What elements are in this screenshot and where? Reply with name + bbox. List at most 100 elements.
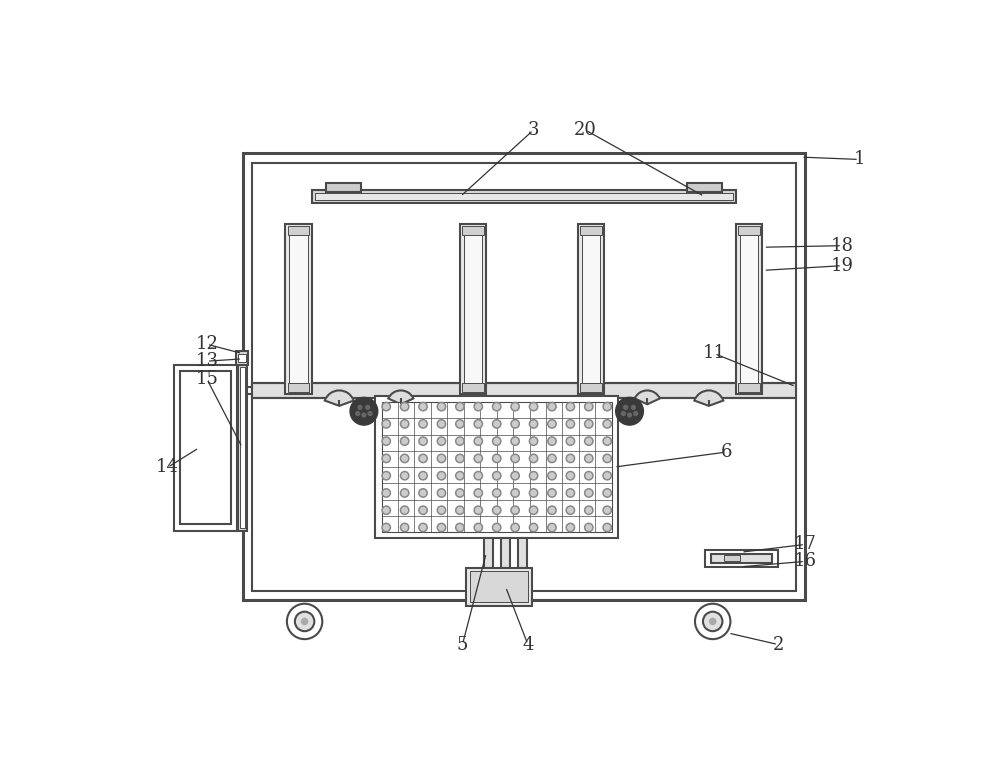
Text: 16: 16	[794, 552, 817, 571]
Circle shape	[456, 419, 464, 428]
Circle shape	[585, 471, 593, 480]
Circle shape	[420, 490, 426, 496]
Circle shape	[402, 490, 407, 496]
Circle shape	[456, 489, 464, 497]
Circle shape	[457, 404, 463, 410]
Circle shape	[400, 489, 409, 497]
Circle shape	[474, 506, 483, 514]
Circle shape	[456, 437, 464, 445]
Circle shape	[549, 490, 555, 496]
Bar	[382, 402, 612, 532]
Circle shape	[439, 525, 444, 530]
Circle shape	[512, 439, 518, 444]
Circle shape	[439, 473, 444, 478]
Circle shape	[586, 421, 591, 426]
Circle shape	[585, 506, 593, 514]
Circle shape	[457, 421, 463, 426]
Text: 18: 18	[831, 237, 854, 254]
Circle shape	[419, 471, 427, 480]
Circle shape	[531, 525, 536, 530]
Circle shape	[529, 403, 538, 411]
Circle shape	[382, 489, 390, 497]
Circle shape	[531, 490, 536, 496]
Circle shape	[474, 437, 483, 445]
Circle shape	[512, 473, 518, 478]
Circle shape	[400, 506, 409, 514]
Circle shape	[585, 419, 593, 428]
Circle shape	[456, 471, 464, 480]
Circle shape	[531, 421, 536, 426]
Circle shape	[368, 412, 372, 416]
Bar	[724, 555, 740, 562]
Circle shape	[402, 473, 407, 478]
Circle shape	[529, 454, 538, 463]
Circle shape	[549, 404, 555, 410]
Circle shape	[494, 507, 499, 513]
Circle shape	[568, 525, 573, 530]
Wedge shape	[388, 390, 413, 404]
Text: 2: 2	[772, 636, 784, 653]
Circle shape	[474, 419, 483, 428]
Circle shape	[492, 419, 501, 428]
Bar	[462, 383, 484, 392]
Circle shape	[474, 471, 483, 480]
Circle shape	[382, 523, 390, 532]
Circle shape	[603, 506, 611, 514]
Circle shape	[566, 471, 575, 480]
Circle shape	[549, 507, 555, 513]
Circle shape	[439, 490, 444, 496]
Wedge shape	[325, 390, 354, 406]
Circle shape	[529, 489, 538, 497]
Circle shape	[566, 523, 575, 532]
Text: 12: 12	[195, 335, 218, 353]
Circle shape	[474, 523, 483, 532]
Circle shape	[494, 455, 499, 461]
Circle shape	[492, 489, 501, 497]
Bar	[466, 568, 532, 606]
Circle shape	[548, 419, 556, 428]
Circle shape	[605, 404, 610, 410]
Circle shape	[511, 454, 519, 463]
Bar	[236, 351, 248, 365]
Circle shape	[616, 397, 643, 425]
Bar	[238, 365, 247, 530]
Circle shape	[419, 454, 427, 463]
Circle shape	[548, 506, 556, 514]
Circle shape	[420, 421, 426, 426]
Circle shape	[603, 454, 611, 463]
Circle shape	[586, 490, 591, 496]
Bar	[462, 225, 484, 235]
Circle shape	[512, 490, 518, 496]
Circle shape	[402, 525, 407, 530]
Circle shape	[384, 439, 389, 444]
Bar	[711, 554, 772, 563]
Circle shape	[494, 473, 499, 478]
Circle shape	[420, 439, 426, 444]
Bar	[289, 227, 308, 390]
Circle shape	[529, 506, 538, 514]
Bar	[238, 354, 246, 362]
Circle shape	[362, 413, 366, 417]
Bar	[578, 224, 604, 393]
Circle shape	[384, 404, 389, 410]
Circle shape	[400, 454, 409, 463]
Circle shape	[568, 473, 573, 478]
Circle shape	[585, 523, 593, 532]
Circle shape	[511, 471, 519, 480]
Circle shape	[529, 437, 538, 445]
Circle shape	[568, 455, 573, 461]
Circle shape	[548, 471, 556, 480]
Circle shape	[548, 489, 556, 497]
Circle shape	[531, 507, 536, 513]
Circle shape	[603, 523, 611, 532]
Circle shape	[548, 454, 556, 463]
Circle shape	[419, 437, 427, 445]
Circle shape	[457, 455, 463, 461]
Circle shape	[384, 490, 389, 496]
Circle shape	[382, 419, 390, 428]
Circle shape	[400, 437, 409, 445]
Bar	[240, 367, 245, 528]
Circle shape	[402, 507, 407, 513]
Text: 5: 5	[457, 636, 468, 653]
Bar	[582, 227, 600, 390]
